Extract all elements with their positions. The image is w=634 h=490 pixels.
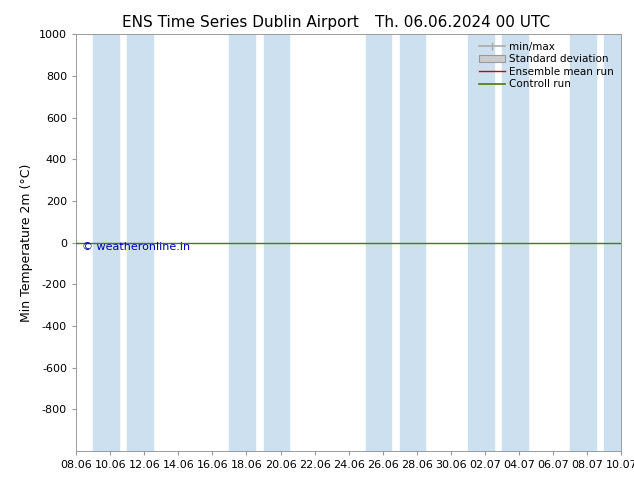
Text: © weatheronline.in: © weatheronline.in — [82, 242, 190, 252]
Bar — [93, 34, 119, 451]
Text: Th. 06.06.2024 00 UTC: Th. 06.06.2024 00 UTC — [375, 15, 550, 30]
Bar — [570, 34, 596, 451]
Bar — [264, 34, 289, 451]
Text: ENS Time Series Dublin Airport: ENS Time Series Dublin Airport — [122, 15, 359, 30]
Legend: min/max, Standard deviation, Ensemble mean run, Controll run: min/max, Standard deviation, Ensemble me… — [477, 40, 616, 92]
Y-axis label: Min Temperature 2m (°C): Min Temperature 2m (°C) — [20, 163, 34, 322]
Bar — [230, 34, 255, 451]
Bar — [400, 34, 425, 451]
Bar — [502, 34, 527, 451]
Bar — [366, 34, 391, 451]
Bar — [127, 34, 153, 451]
Bar — [604, 34, 630, 451]
Bar — [468, 34, 493, 451]
